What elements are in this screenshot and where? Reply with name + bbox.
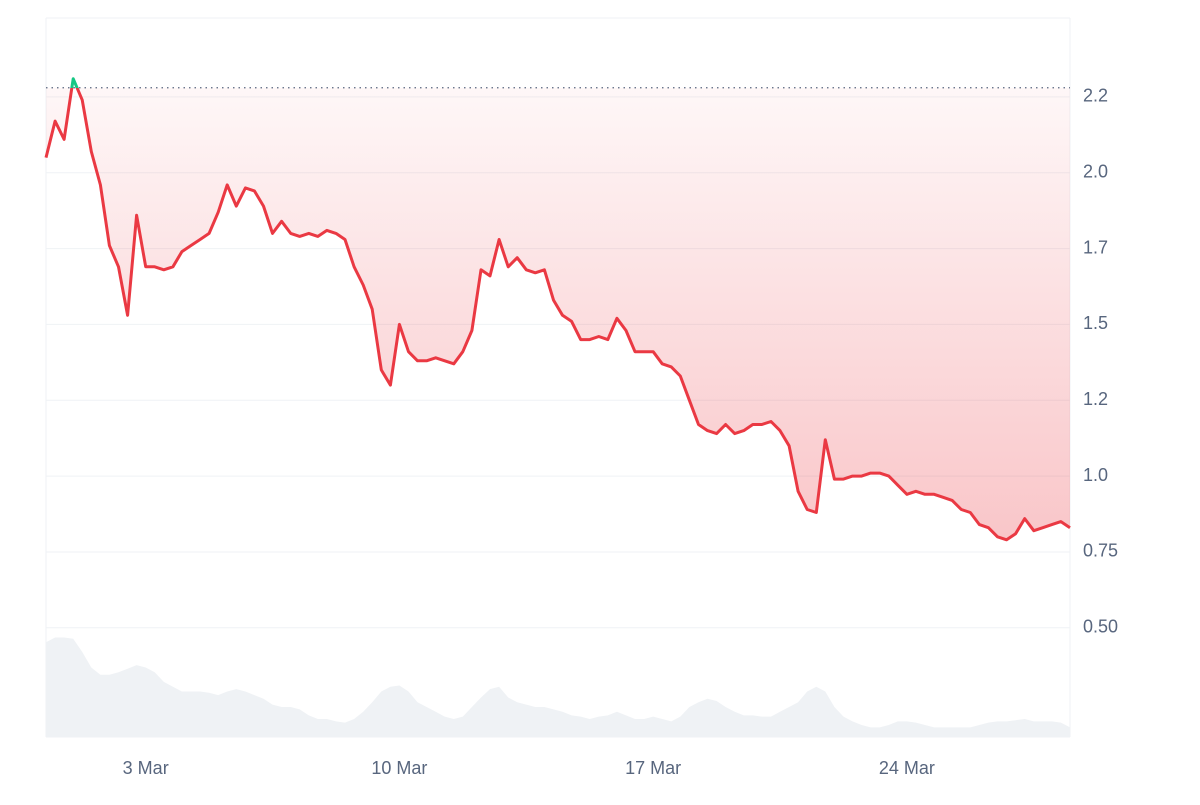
- x-tick-label: 17 Mar: [625, 758, 681, 778]
- y-tick-label: 0.50: [1083, 617, 1118, 637]
- x-tick-label: 3 Mar: [123, 758, 169, 778]
- y-tick-label: 2.0: [1083, 161, 1108, 181]
- volume-area: [46, 637, 1070, 737]
- y-tick-label: 1.2: [1083, 389, 1108, 409]
- x-tick-label: 10 Mar: [371, 758, 427, 778]
- price-line: [44, 77, 1071, 542]
- y-tick-label: 1.5: [1083, 313, 1108, 333]
- y-tick-label: 2.2: [1083, 86, 1108, 106]
- y-tick-label: 1.7: [1083, 237, 1108, 257]
- y-tick-label: 0.75: [1083, 541, 1118, 561]
- area-fill: [46, 87, 1070, 540]
- x-tick-label: 24 Mar: [879, 758, 935, 778]
- y-tick-label: 1.0: [1083, 465, 1108, 485]
